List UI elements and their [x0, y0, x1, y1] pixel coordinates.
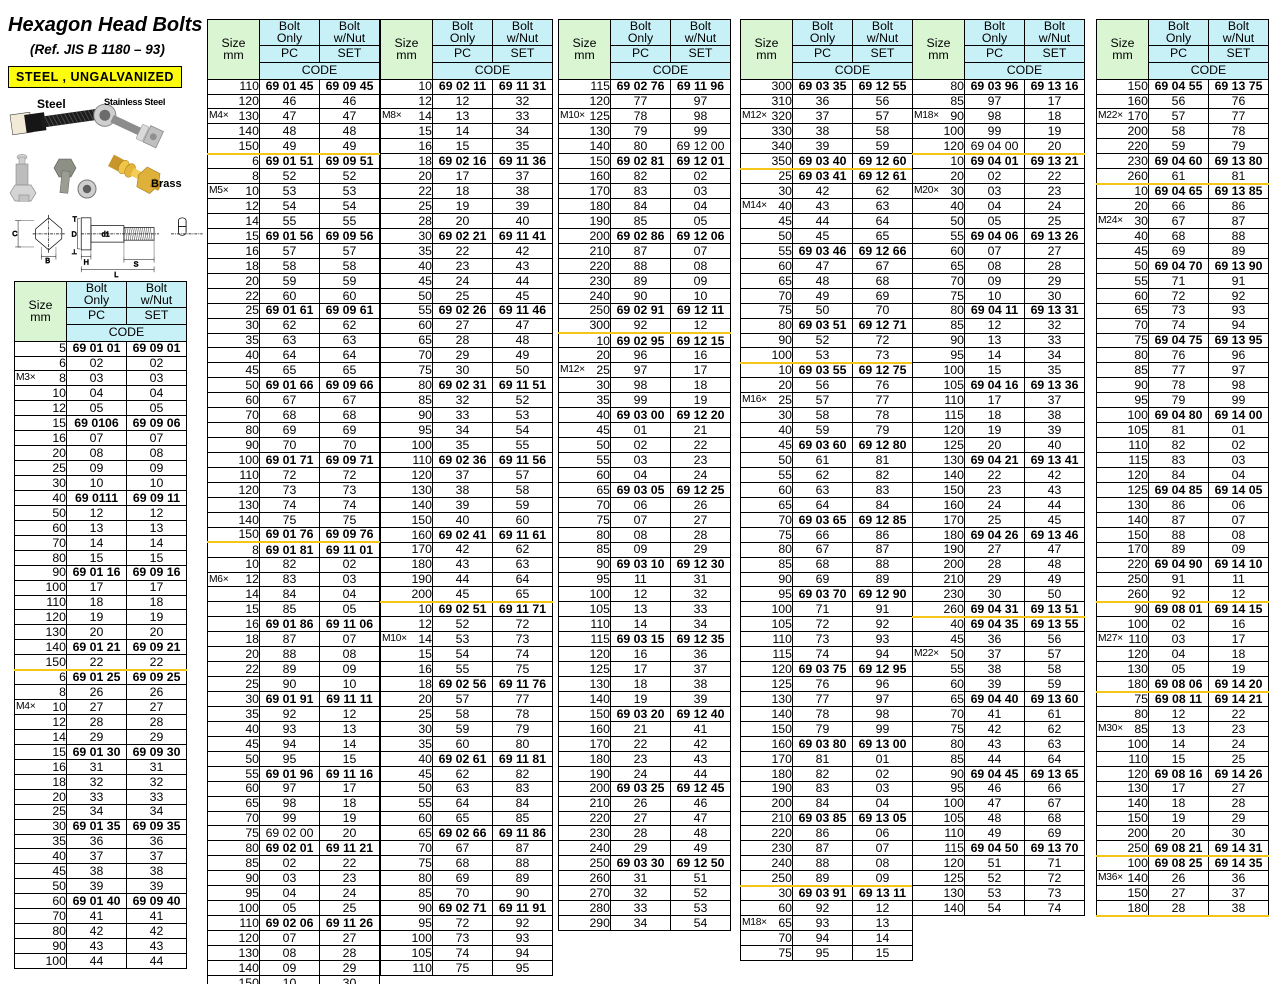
- svg-text:T: T: [72, 215, 77, 224]
- svg-text:B: B: [45, 256, 50, 265]
- svg-text:D: D: [72, 229, 77, 238]
- svg-text:S: S: [134, 259, 139, 268]
- svg-text:H: H: [84, 257, 89, 266]
- svg-text:L: L: [114, 270, 118, 279]
- svg-text:⊥: ⊥: [72, 249, 77, 256]
- svg-text:d1: d1: [102, 229, 110, 238]
- svg-text:C: C: [12, 229, 17, 238]
